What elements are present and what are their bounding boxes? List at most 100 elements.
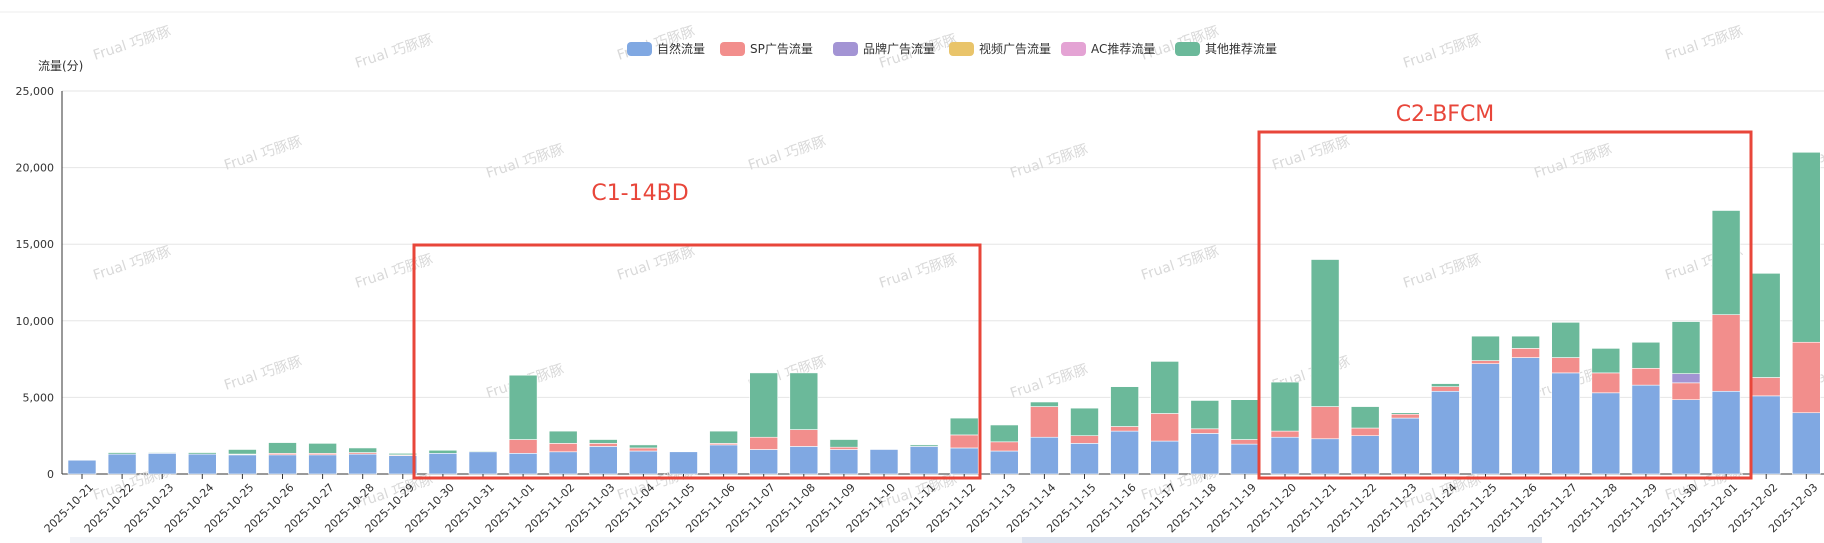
legend-item[interactable]: 视频广告流量 [949,41,1051,56]
bar-segment [388,453,418,456]
annotation-box [412,243,982,480]
bar-segment [188,453,217,475]
bar-segment [1310,259,1340,407]
watermark-text: Frual 巧豚豚 [91,24,173,64]
bar-segment [829,446,859,450]
bar-segment [669,451,698,475]
bar-segment [188,452,217,455]
bar-segment [1711,210,1741,315]
legend-item[interactable]: AC推荐流量 [1061,42,1155,56]
watermark-text: Frual 巧豚豚 [1663,24,1745,64]
legend-item[interactable]: 其他推荐流量 [1175,42,1277,56]
bar-segment [989,441,1019,452]
watermark-text: Frual 巧豚豚 [91,244,173,284]
bar-segment [1431,383,1460,387]
watermark-text: Frual 巧豚豚 [353,32,435,72]
bar-segment [629,444,658,449]
bar-segment [1030,401,1059,407]
watermark-text: Frual 巧豚豚 [877,252,959,292]
bar-segment [468,450,498,453]
watermark-text: Frual 巧豚豚 [1532,142,1614,182]
legend[interactable]: 自然流量 SP广告流量 品牌广告流量 视频广告流量 AC推荐流量 其他推荐流量 [627,41,1277,56]
bar-segment [1190,400,1220,430]
bar-segment [989,424,1019,443]
legend-label: AC推荐流量 [1091,42,1155,56]
bar-segment [107,452,137,455]
bar-segment [1471,335,1500,361]
bar-segment [1631,384,1661,475]
y-tick-label: 0 [47,468,54,481]
bar-segment [829,439,859,448]
bar-segment [348,453,378,475]
bar-segment [1751,377,1781,397]
y-tick-label: 15,000 [16,238,55,251]
annotations-layer: C1-14BD C2-BFCM [412,102,1753,480]
bar-segment [1511,335,1540,349]
watermark-text: Frual 巧豚豚 [1008,362,1090,402]
bar-segment [1792,412,1821,475]
bar-segment [1350,435,1380,475]
bar-segment [1030,436,1059,475]
legend-label: 品牌广告流量 [863,42,935,56]
scrollbar-handle[interactable] [1022,537,1542,543]
bar-segment [789,372,819,430]
bar-segment [1551,357,1580,374]
legend-item[interactable]: 自然流量 [627,41,705,56]
bar-segment [1070,407,1099,436]
y-tick-label: 5,000 [23,391,55,404]
legend-label: SP广告流量 [750,42,813,56]
legend-item[interactable]: SP广告流量 [720,42,813,56]
annotation-label: C1-14BD [591,181,688,206]
bar-segment [548,430,578,444]
bar-segment [1431,386,1460,392]
bar-segment [749,436,779,450]
bar-segment [1270,436,1300,475]
bar-segment [1110,386,1139,427]
bar-segment [709,430,738,444]
bar-segment [1270,381,1300,432]
bar-segment [1150,413,1179,442]
bar-segment [1030,406,1059,438]
bar-segment [749,372,779,438]
bar-segment [949,447,979,475]
legend-swatch [1175,42,1200,56]
bar-segment [468,451,498,475]
bar-segment [1751,273,1781,378]
bar-segment [629,447,658,452]
watermark-text: Frual 巧豚豚 [484,142,566,182]
bar-segment [588,443,618,447]
bar-segment [909,444,939,447]
watermark-text: Frual 巧豚豚 [353,252,435,292]
watermark-text: Frual 巧豚豚 [1139,244,1221,284]
bar-segment [428,449,458,454]
bar-segment [588,446,618,475]
bar-segment [1190,428,1220,434]
bar-segment [147,452,177,454]
scrollbar-track[interactable] [70,537,1540,543]
bar-segment [1150,361,1179,414]
bar-segment [1070,443,1099,475]
legend-swatch [627,42,652,56]
legend-swatch [720,42,745,56]
bar-segment [1230,439,1260,445]
bar-segment [1110,426,1139,432]
bar-segment [1792,151,1821,343]
bar-segment [107,453,137,475]
bar-segment [1150,440,1179,475]
bar-segment [308,454,337,475]
legend-swatch [833,42,858,56]
bar-segment [1591,348,1621,374]
bar-segment [268,454,297,475]
legend-item[interactable]: 品牌广告流量 [833,42,935,56]
bar-segment [989,450,1019,475]
bar-segment [228,449,257,455]
bar-segment [548,443,578,453]
bar-segment [789,446,819,475]
bar-segment [1431,390,1460,475]
bar-segment [1591,392,1621,475]
legend-swatch [1061,42,1086,56]
bar-segment [508,453,538,475]
y-tick-label: 25,000 [16,85,55,98]
bar-segment [1591,372,1621,394]
bar-segment [1551,372,1580,475]
